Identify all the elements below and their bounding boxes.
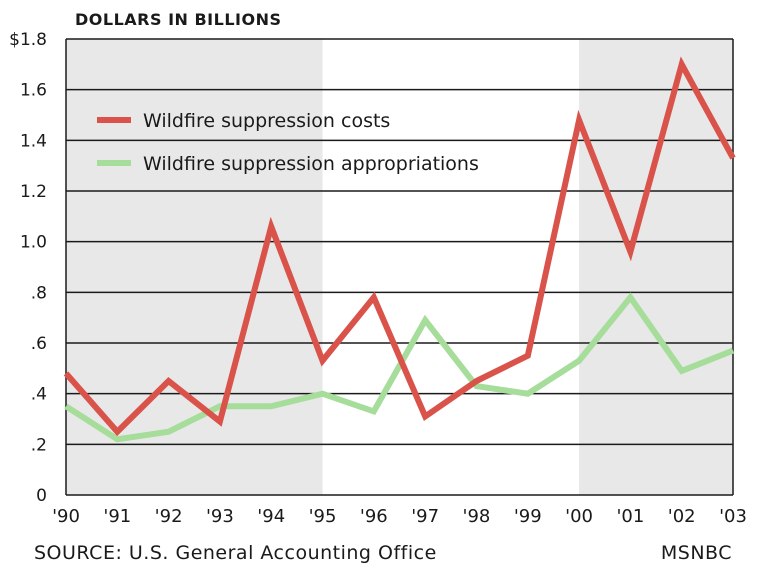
x-tick-label: '93 (206, 506, 234, 527)
x-tick-label: '99 (514, 506, 542, 527)
x-tick-label: '91 (103, 506, 131, 527)
shaded-band-2 (579, 39, 733, 495)
x-tick-label: '01 (616, 506, 644, 527)
series-line-2 (64, 292, 735, 443)
y-tick-label: .8 (31, 283, 47, 303)
credit-label: MSNBC (660, 542, 732, 564)
x-tick-label: '97 (411, 506, 439, 527)
y-tick-label: .4 (31, 385, 47, 405)
x-tick-label: '94 (257, 506, 285, 527)
x-tick-label: '03 (719, 506, 747, 527)
x-tick-label: '96 (360, 506, 388, 527)
x-tick-label: '92 (155, 506, 183, 527)
y-tick-label: $1.8 (9, 30, 47, 50)
y-tick-label: 1.4 (20, 131, 47, 151)
legend-label-1: Wildfire suppression costs (143, 110, 390, 132)
y-tick-label: 1.0 (20, 233, 47, 253)
series-line-1 (63, 56, 736, 437)
y-tick-label: .6 (31, 334, 47, 354)
y-tick-label: 0 (36, 486, 47, 506)
x-tick-label: '02 (668, 506, 696, 527)
y-tick-label: 1.2 (20, 182, 47, 202)
y-tick-label: .2 (31, 435, 47, 455)
source-note: SOURCE: U.S. General Accounting Office (34, 542, 437, 564)
x-tick-label: '00 (565, 506, 593, 527)
unit-label: DOLLARS IN BILLIONS (75, 10, 282, 29)
x-tick-label: '98 (463, 506, 491, 527)
x-tick-label: '95 (309, 506, 337, 527)
legend-label-2: Wildfire suppression appropriations (143, 153, 479, 175)
y-tick-label: 1.6 (20, 81, 47, 101)
x-tick-label: '90 (52, 506, 80, 527)
